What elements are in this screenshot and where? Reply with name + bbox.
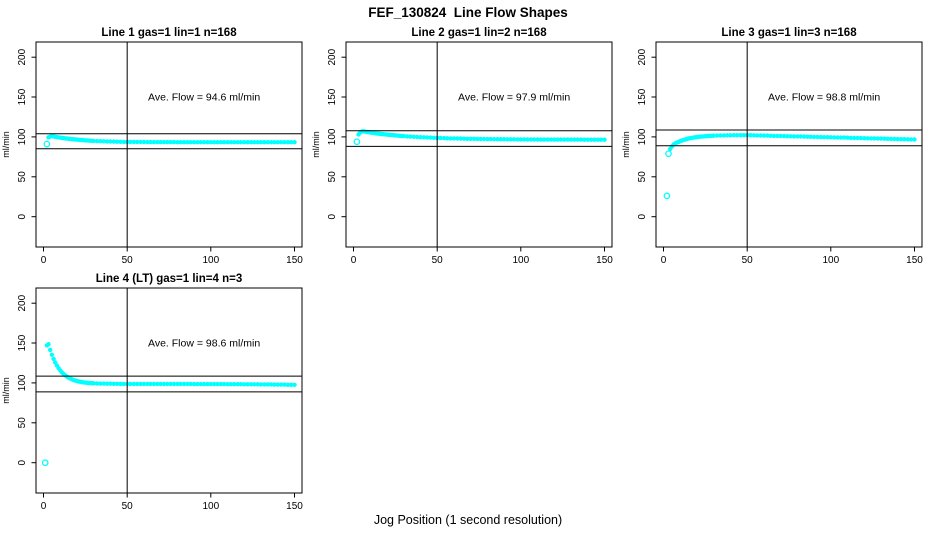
svg-text:0: 0 — [17, 459, 28, 465]
svg-text:0: 0 — [17, 213, 28, 219]
subplot-title: Line 3 gas=1 lin=3 n=168 — [721, 27, 857, 39]
svg-text:100: 100 — [327, 128, 338, 145]
plot-box — [655, 41, 923, 248]
svg-text:0: 0 — [637, 213, 648, 219]
figure-title: FEF_130824 Line Flow Shapes — [368, 5, 568, 20]
svg-text:200: 200 — [327, 48, 338, 65]
svg-text:50: 50 — [742, 255, 754, 266]
svg-text:150: 150 — [906, 255, 923, 266]
svg-text:100: 100 — [17, 128, 28, 145]
data-points — [44, 342, 297, 387]
svg-text:50: 50 — [432, 255, 444, 266]
y-axis-label: ml/min — [1, 377, 11, 404]
data-points — [356, 129, 607, 142]
reference-lines — [346, 42, 612, 247]
x-axis-label: Jog Position (1 second resolution) — [373, 513, 563, 527]
x-axis: 0 50 100 150 — [41, 493, 303, 512]
reference-lines — [36, 42, 302, 247]
svg-text:0: 0 — [661, 255, 667, 266]
subplot-title: Line 1 gas=1 lin=1 n=168 — [101, 27, 237, 39]
svg-text:100: 100 — [822, 255, 839, 266]
subplot-line-1: 0 50 100 150 0 50 100 150 200 ml/min Line 1 gas=1 … — [1, 27, 303, 266]
data-points — [668, 133, 917, 152]
reference-lines — [656, 42, 922, 247]
startup-points — [663, 150, 672, 200]
y-axis: 0 50 100 150 200 — [327, 48, 346, 219]
plot-box — [35, 287, 303, 494]
y-axis-label: ml/min — [311, 131, 321, 158]
svg-text:0: 0 — [351, 255, 357, 266]
svg-text:0: 0 — [41, 501, 47, 512]
plot-box — [35, 41, 303, 248]
svg-text:100: 100 — [637, 128, 648, 145]
svg-text:0: 0 — [327, 213, 338, 219]
plot-box — [345, 41, 613, 248]
svg-text:100: 100 — [17, 374, 28, 391]
svg-text:100: 100 — [202, 501, 219, 512]
x-axis: 0 50 100 150 — [351, 247, 613, 266]
svg-text:100: 100 — [512, 255, 529, 266]
data-points — [46, 133, 297, 145]
subplot-title: Line 4 (LT) gas=1 lin=4 n=3 — [96, 273, 242, 285]
avg-flow-annotation: Ave. Flow = 98.8 ml/min — [768, 92, 880, 104]
svg-text:50: 50 — [637, 171, 648, 183]
avg-flow-annotation: Ave. Flow = 94.6 ml/min — [148, 92, 260, 104]
avg-flow-annotation: Ave. Flow = 97.9 ml/min — [458, 92, 570, 104]
svg-text:100: 100 — [202, 255, 219, 266]
subplot-line-2: 0 50 100 150 0 50 100 150 200 ml/min Line 2 gas=1 … — [311, 27, 613, 266]
svg-text:150: 150 — [286, 255, 303, 266]
y-axis: 0 50 100 150 200 — [17, 294, 36, 465]
svg-text:150: 150 — [327, 88, 338, 105]
y-axis: 0 50 100 150 200 — [637, 48, 656, 219]
svg-text:150: 150 — [637, 88, 648, 105]
svg-text:200: 200 — [637, 48, 648, 65]
svg-text:50: 50 — [17, 171, 28, 183]
svg-text:50: 50 — [122, 255, 134, 266]
y-axis-label: ml/min — [621, 131, 631, 158]
svg-text:150: 150 — [17, 88, 28, 105]
subplot-line-4: 0 50 100 150 0 50 100 150 200 ml/min Line 4 (LT) g… — [1, 273, 303, 512]
startup-points — [353, 138, 361, 146]
startup-points — [43, 140, 51, 148]
subplot-line-3: 0 50 100 150 0 50 100 150 200 ml/min Line 3 gas=1 … — [621, 27, 923, 266]
svg-text:150: 150 — [17, 334, 28, 351]
x-axis: 0 50 100 150 — [41, 247, 303, 266]
svg-text:200: 200 — [17, 48, 28, 65]
y-axis: 0 50 100 150 200 — [17, 48, 36, 219]
startup-points — [41, 459, 49, 467]
avg-flow-annotation: Ave. Flow = 98.6 ml/min — [148, 338, 260, 350]
reference-lines — [36, 288, 302, 493]
svg-text:200: 200 — [17, 294, 28, 311]
x-axis: 0 50 100 150 — [661, 247, 923, 266]
subplot-title: Line 2 gas=1 lin=2 n=168 — [411, 27, 547, 39]
svg-text:50: 50 — [327, 171, 338, 183]
y-axis-label: ml/min — [1, 131, 11, 158]
svg-text:150: 150 — [596, 255, 613, 266]
svg-text:50: 50 — [122, 501, 134, 512]
svg-text:0: 0 — [41, 255, 47, 266]
svg-text:50: 50 — [17, 417, 28, 429]
svg-text:150: 150 — [286, 501, 303, 512]
